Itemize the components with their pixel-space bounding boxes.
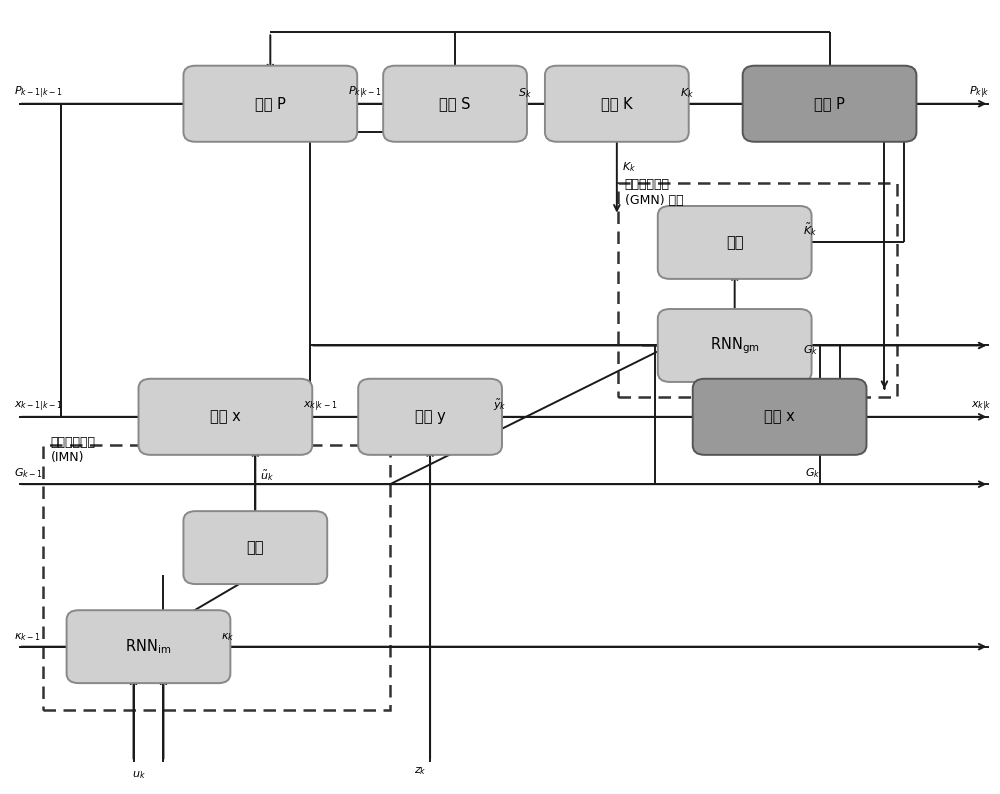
Text: RNN$_{\rm im}$: RNN$_{\rm im}$ [125, 638, 172, 656]
FancyBboxPatch shape [383, 66, 527, 142]
Text: 计算 S: 计算 S [439, 96, 471, 111]
Text: $x_{k|k-1}$: $x_{k|k-1}$ [303, 399, 338, 413]
Text: $\kappa_k$: $\kappa_k$ [221, 631, 235, 642]
Text: $S_k$: $S_k$ [518, 86, 532, 100]
Text: $G_k$: $G_k$ [803, 344, 818, 357]
FancyBboxPatch shape [658, 309, 812, 382]
Text: $\tilde{u}_k$: $\tilde{u}_k$ [260, 468, 274, 483]
Text: 预测 x: 预测 x [210, 410, 241, 424]
Text: 增益修筛网络: 增益修筛网络 [625, 178, 670, 191]
Text: $P_{k|k-1}$: $P_{k|k-1}$ [348, 84, 382, 100]
Text: 输入修筛网络: 输入修筛网络 [51, 436, 96, 449]
Text: $P_{k|k}$: $P_{k|k}$ [969, 84, 990, 100]
Text: $P_{k-1|k-1}$: $P_{k-1|k-1}$ [14, 84, 62, 100]
FancyBboxPatch shape [743, 66, 916, 142]
Text: $K_k$: $K_k$ [680, 86, 694, 100]
FancyBboxPatch shape [545, 66, 689, 142]
Text: 计算 y: 计算 y [415, 410, 445, 424]
FancyBboxPatch shape [658, 206, 812, 279]
Text: $\kappa_{k-1}$: $\kappa_{k-1}$ [14, 631, 41, 642]
Text: RNN$_{\rm gm}$: RNN$_{\rm gm}$ [710, 335, 760, 356]
Text: 更新 P: 更新 P [814, 96, 845, 111]
Text: $\tilde{y}_k$: $\tilde{y}_k$ [493, 398, 507, 413]
Text: $z_k$: $z_k$ [414, 765, 426, 777]
Text: $u_k$: $u_k$ [132, 769, 145, 781]
Text: $G_k$: $G_k$ [805, 466, 820, 480]
FancyBboxPatch shape [693, 379, 866, 455]
Text: 加权: 加权 [726, 235, 743, 250]
Text: 更新 x: 更新 x [764, 410, 795, 424]
FancyBboxPatch shape [139, 379, 312, 455]
Text: $\tilde{K}_k$: $\tilde{K}_k$ [803, 222, 817, 238]
Text: $G_{k-1}$: $G_{k-1}$ [14, 466, 43, 480]
Text: 加权: 加权 [247, 540, 264, 555]
Text: $x_{k|k}$: $x_{k|k}$ [971, 399, 992, 413]
Text: $K_k$: $K_k$ [622, 160, 636, 174]
Text: $x_{k-1|k-1}$: $x_{k-1|k-1}$ [14, 399, 62, 413]
Bar [43, 445, 390, 710]
Text: (GMN) 加权: (GMN) 加权 [625, 194, 683, 206]
FancyBboxPatch shape [358, 379, 502, 455]
Bar [618, 183, 897, 397]
FancyBboxPatch shape [183, 511, 327, 584]
FancyBboxPatch shape [67, 611, 230, 683]
Text: 计算 K: 计算 K [601, 96, 633, 111]
Text: (IMN): (IMN) [51, 451, 84, 464]
Text: 预测 P: 预测 P [255, 96, 286, 111]
FancyBboxPatch shape [183, 66, 357, 142]
